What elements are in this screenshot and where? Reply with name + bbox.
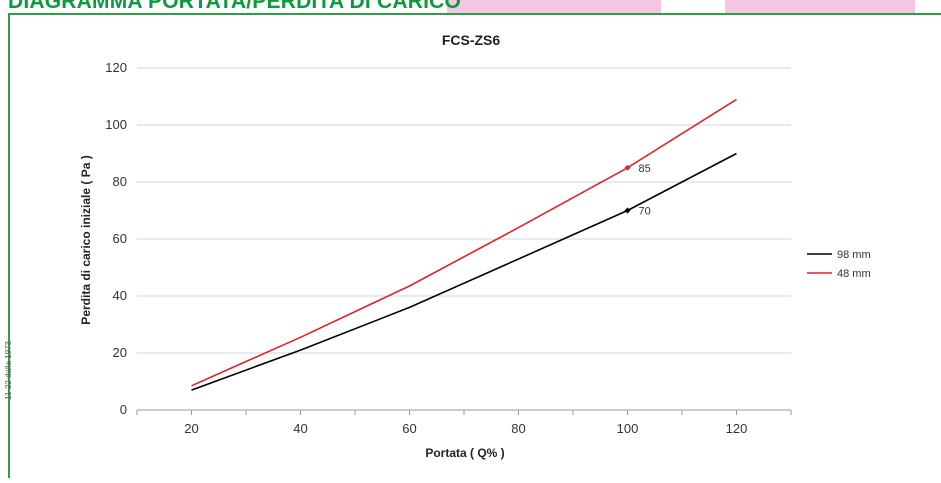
chart-title: FCS-ZS6 <box>442 32 501 48</box>
series-layer <box>191 98 737 391</box>
x-tick-label: 60 <box>402 421 416 436</box>
x-tick-label: 40 <box>293 421 307 436</box>
y-tick-label: 100 <box>105 117 127 132</box>
label-layer: 0 20 40 60 80 100 120 20 40 60 80 100 120 70 85 <box>105 60 747 436</box>
data-label: 85 <box>639 163 651 175</box>
header-tab-1 <box>447 0 661 13</box>
side-note: 11-22 dalla 1973 <box>4 340 13 400</box>
x-tick-label: 120 <box>726 421 748 436</box>
legend: 98 mm 48 mm <box>807 249 871 280</box>
series-line-2 <box>191 98 737 387</box>
axis-layer <box>136 409 792 415</box>
x-axis-label: Portata ( Q% ) <box>425 446 504 460</box>
x-tick-label: 100 <box>617 421 639 436</box>
y-axis-label: Perdita di carico iniziale ( Pa ) <box>79 155 93 324</box>
chart: FCS-ZS6 0 20 40 60 80 100 120 20 40 60 80 100 120 70 8… <box>79 32 871 460</box>
data-label: 70 <box>639 206 651 218</box>
y-tick-label: 80 <box>113 174 127 189</box>
x-tick-label: 20 <box>184 421 198 436</box>
series-line-1 <box>191 152 737 391</box>
x-tick-label: 80 <box>511 421 525 436</box>
y-tick-label: 0 <box>120 402 127 417</box>
chart-frame: 11-22 dalla 1973 FCS-ZS6 0 20 40 60 80 100 120… <box>4 13 941 478</box>
y-tick-label: 60 <box>113 231 127 246</box>
y-tick-label: 40 <box>113 288 127 303</box>
data-point-marker <box>624 207 631 214</box>
legend-label-2: 48 mm <box>837 268 871 280</box>
grid-layer <box>137 67 791 354</box>
data-point-marker <box>624 164 631 171</box>
legend-label-1: 98 mm <box>837 249 871 261</box>
header-tab-2 <box>725 0 915 13</box>
y-tick-label: 120 <box>105 60 127 75</box>
page-heading: DIAGRAMMA PORTATA/PERDITA DI CARICO <box>8 0 462 13</box>
y-tick-label: 20 <box>113 345 127 360</box>
